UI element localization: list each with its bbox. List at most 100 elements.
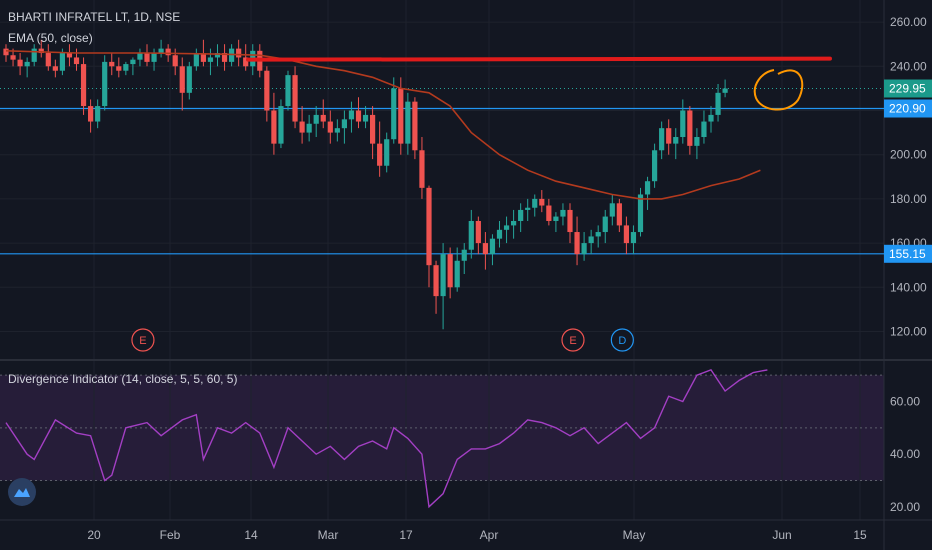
earnings-marker[interactable]: E	[131, 328, 155, 352]
candle-body	[532, 198, 538, 208]
candle-body	[391, 88, 397, 140]
candle-body	[271, 110, 277, 144]
candle-body	[313, 114, 319, 124]
time-tick-label: Jun	[772, 528, 791, 542]
candle-body	[292, 75, 298, 122]
candle-body	[715, 92, 721, 115]
candle-body	[186, 66, 192, 93]
candle-body	[581, 243, 587, 255]
time-tick-label: 17	[399, 528, 413, 542]
tradingview-logo-icon[interactable]	[8, 478, 36, 506]
candle-body	[38, 48, 44, 54]
candle-body	[384, 139, 390, 166]
candle-body	[341, 119, 347, 129]
candle-body	[454, 260, 460, 288]
candle-body	[236, 48, 242, 58]
candle-body	[398, 88, 404, 144]
earnings-marker[interactable]: E	[561, 328, 585, 352]
ema-legend[interactable]: EMA (50, close)	[8, 31, 93, 45]
candle-body	[405, 101, 411, 144]
time-tick-label: 14	[244, 528, 258, 542]
symbol-title[interactable]: BHARTI INFRATEL LT, 1D, NSE	[8, 10, 181, 24]
resistance-line	[246, 56, 832, 62]
indicator-legend[interactable]: Divergence Indicator (14, close, 5, 5, 6…	[8, 372, 238, 386]
candle-body	[539, 198, 545, 206]
candle-body	[3, 48, 9, 56]
candle-body	[179, 66, 185, 93]
candle-body	[722, 88, 728, 93]
candle-body	[24, 61, 30, 67]
candle-body	[264, 70, 270, 111]
candle-body	[299, 121, 305, 133]
candle-body	[73, 57, 80, 65]
price-badge: 220.90	[884, 99, 932, 118]
candle-body	[482, 243, 488, 255]
candle-body	[116, 66, 122, 71]
candle-body	[214, 53, 221, 58]
ema-line	[5, 50, 761, 200]
candle-body	[130, 59, 136, 65]
candle-body	[701, 121, 707, 138]
candle-body	[666, 128, 672, 144]
candle-body	[475, 220, 481, 244]
time-tick-label: Feb	[160, 528, 181, 542]
price-tick-label: 120.00	[890, 324, 927, 338]
candle-body	[137, 53, 143, 60]
candle-body	[489, 238, 496, 255]
candle-body	[221, 53, 228, 62]
candle-body	[659, 128, 665, 151]
candle-body	[637, 194, 644, 233]
candle-body	[334, 128, 340, 133]
candle-body	[511, 220, 517, 226]
candle-body	[433, 265, 439, 297]
dividend-marker[interactable]: D	[610, 328, 634, 352]
time-tick-label: May	[623, 528, 646, 542]
candle-body	[193, 53, 199, 67]
time-tick-label: 20	[87, 528, 101, 542]
candle-body	[285, 75, 291, 107]
candle-body	[518, 209, 524, 221]
candle-body	[623, 225, 629, 244]
price-badge-label: 155.15	[889, 247, 926, 261]
candle-body	[355, 110, 362, 122]
candle-body	[426, 187, 432, 266]
candle-body	[496, 229, 503, 239]
candle-body	[440, 254, 446, 297]
candle-body	[45, 53, 51, 67]
candle-body	[560, 209, 566, 217]
candle-body	[644, 181, 651, 195]
candle-body	[630, 232, 637, 244]
indicator-tick-label: 60.00	[890, 395, 920, 409]
price-tick-label: 260.00	[890, 15, 927, 29]
candle-body	[503, 225, 510, 230]
price-badge-label: 229.95	[889, 82, 926, 96]
candle-body	[144, 53, 150, 62]
candle-body	[17, 59, 23, 67]
indicator-axis: 60.00 40.00 20.00	[890, 395, 920, 514]
price-tick-label: 200.00	[890, 148, 927, 162]
candle-body	[207, 57, 214, 62]
event-marker-label: D	[618, 335, 626, 347]
candle-body	[687, 110, 693, 146]
candle-body	[165, 48, 171, 56]
candle-body	[461, 249, 467, 261]
price-badge-bg	[884, 244, 932, 263]
candle-body	[694, 137, 700, 146]
candle-body	[10, 55, 16, 60]
price-tick-label: 140.00	[890, 280, 927, 294]
time-tick-label: Apr	[480, 528, 499, 542]
candle-body	[567, 209, 573, 233]
rsi-line	[5, 369, 768, 509]
candle-body	[419, 150, 425, 188]
indicator-tick-label: 40.00	[890, 447, 920, 461]
price-badge-label: 220.90	[889, 102, 926, 116]
candle-body	[151, 53, 157, 62]
candle-body	[278, 106, 284, 144]
price-badge-bg	[884, 99, 932, 118]
time-tick-label: Mar	[318, 528, 339, 542]
candle-body	[553, 216, 559, 221]
time-tick-label: 15	[853, 528, 867, 542]
highlight-circle	[753, 69, 804, 111]
candle-body	[200, 53, 206, 62]
